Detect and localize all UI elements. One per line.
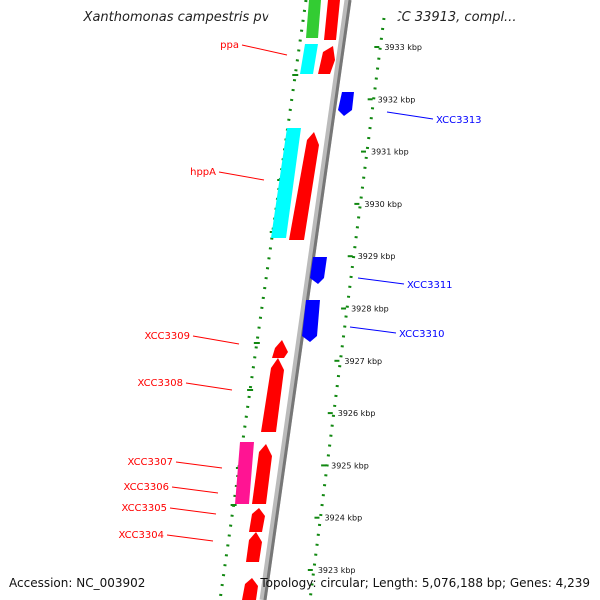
cyan-feature-hppA	[271, 128, 301, 238]
gene-XCC3307	[252, 444, 272, 504]
accession-text: Accession: NC_003902	[9, 576, 146, 590]
label-XCC3313: XCC3313	[436, 115, 482, 126]
label-XCC3311: XCC3311	[407, 280, 453, 291]
green-feature	[306, 0, 321, 38]
scale-label: 3924 kbp	[324, 514, 362, 523]
magenta-feature	[235, 442, 254, 504]
scale-label: 3930 kbp	[364, 200, 402, 209]
scale-label: 3928 kbp	[351, 305, 389, 314]
gene-XCC3309	[272, 340, 288, 358]
topology-text: Topology: circular; Length: 5,076,188 bp…	[260, 576, 590, 590]
label-XCC3310: XCC3310	[399, 329, 445, 340]
scale-label: 3933 kbp	[384, 43, 422, 52]
scale-label: 3931 kbp	[371, 148, 409, 157]
scale-label: 3925 kbp	[331, 461, 369, 470]
gene-XCC3304	[246, 532, 262, 562]
scale-label: 3927 kbp	[344, 357, 382, 366]
gene-XCC3308	[261, 358, 284, 432]
lane-background	[198, 0, 400, 600]
scale-label: 3929 kbp	[358, 252, 396, 261]
gene-XCC3311	[310, 257, 327, 284]
label-XCC3307: XCC3307	[127, 457, 173, 468]
label-XCC3304: XCC3304	[118, 530, 164, 541]
reverse-leader-lines	[349, 111, 434, 334]
gene-ppa	[318, 46, 335, 74]
gene-XCC3305	[249, 508, 265, 532]
scale-label: 3923 kbp	[318, 566, 356, 575]
label-ppa: ppa	[220, 40, 239, 51]
inner-dotted-ring	[218, 0, 308, 600]
forward-leader-lines	[166, 44, 288, 542]
label-XCC3306: XCC3306	[123, 482, 169, 493]
scale-label: 3926 kbp	[338, 409, 376, 418]
cyan-feature-ppa	[300, 44, 318, 74]
label-XCC3309: XCC3309	[144, 331, 190, 342]
label-XCC3308: XCC3308	[137, 378, 183, 389]
label-XCC3305: XCC3305	[121, 503, 167, 514]
gene-XCC3310	[302, 300, 320, 342]
label-hppA: hppA	[190, 167, 216, 178]
gene-XCC3313	[338, 92, 354, 116]
scale-label: 3932 kbp	[378, 95, 416, 104]
gene-hppA	[289, 132, 319, 240]
top-forward-gene	[324, 0, 340, 40]
bottom-forward-gene	[242, 578, 258, 600]
